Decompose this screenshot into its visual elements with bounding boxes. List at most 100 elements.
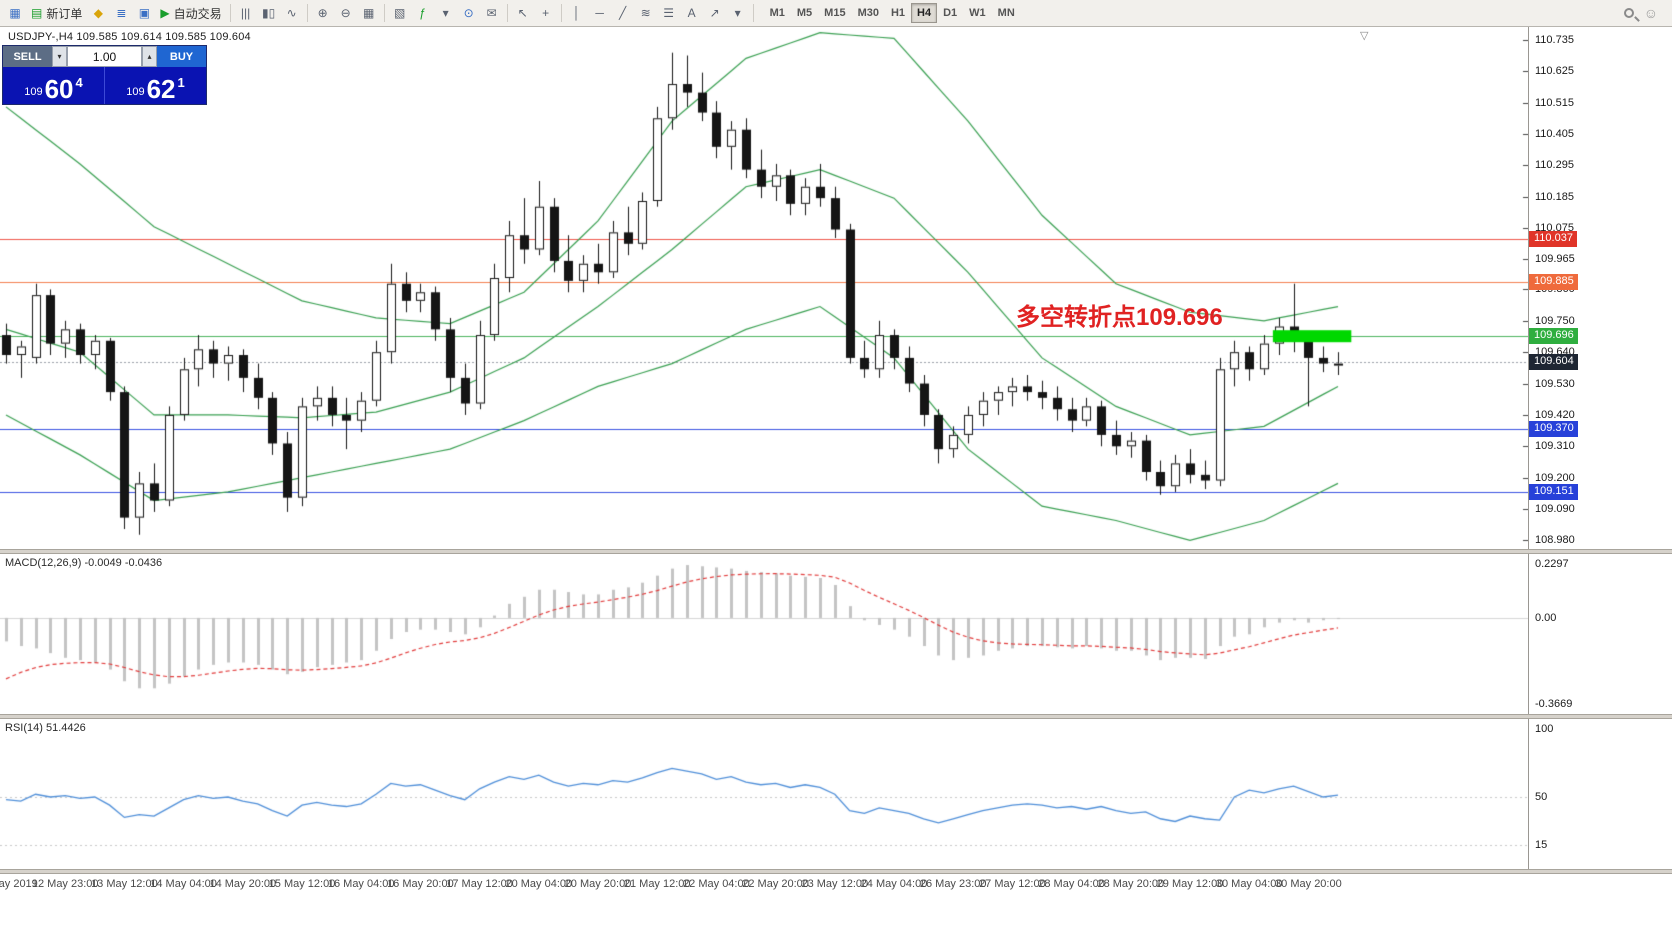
timeframe-m15[interactable]: M15 bbox=[818, 3, 851, 23]
crosshair-icon: + bbox=[542, 6, 550, 20]
time-axis-label: 30 May 04:00 bbox=[1215, 878, 1283, 890]
web-icon[interactable]: ⊙ bbox=[458, 2, 480, 24]
time-axis-label: 29 May 12:00 bbox=[1156, 878, 1224, 890]
price-axis-label: 109.965 bbox=[1535, 253, 1575, 266]
trendline-icon: ╱ bbox=[618, 6, 627, 20]
navigator-icon: ▣ bbox=[138, 6, 151, 20]
volume-input[interactable]: 1.00 bbox=[67, 46, 142, 67]
rsi-chart[interactable] bbox=[0, 719, 1528, 869]
shapes-dropdown[interactable]: ▾ bbox=[727, 2, 749, 24]
bar-chart-icon: ||| bbox=[240, 6, 251, 20]
time-axis-label: 27 May 12:00 bbox=[979, 878, 1046, 890]
timeframe-m5[interactable]: M5 bbox=[791, 3, 818, 23]
buy-button[interactable]: BUY bbox=[157, 46, 206, 67]
time-axis-label: 26 May 23:00 bbox=[919, 878, 987, 890]
candle-chart-icon[interactable]: ▮▯ bbox=[258, 2, 280, 24]
price-axis-label: 109.530 bbox=[1535, 377, 1575, 390]
line-chart-icon[interactable]: ∿ bbox=[281, 2, 303, 24]
macd-chart[interactable] bbox=[0, 554, 1528, 714]
rsi-axis-label: 50 bbox=[1535, 791, 1548, 803]
timeframe-h4[interactable]: H4 bbox=[911, 3, 938, 23]
new-order-icon: ▤ bbox=[31, 6, 43, 20]
price-axis-label: 110.515 bbox=[1535, 96, 1574, 109]
spinner-down-icon: ▾ bbox=[57, 52, 62, 61]
macd-axis-label: -0.3669 bbox=[1535, 698, 1573, 710]
fibonacci-icon[interactable]: ≋ bbox=[635, 2, 657, 24]
one-click-trading-panel[interactable]: SELL ▾ 1.00 ▴ BUY 109 60 4 109 62 1 bbox=[3, 46, 206, 104]
line-chart-icon: ∿ bbox=[286, 6, 297, 20]
price-axis-label: 110.295 bbox=[1535, 159, 1574, 172]
panel-resize-handle[interactable] bbox=[0, 869, 1672, 874]
time-axis-label: 24 May 04:00 bbox=[860, 878, 928, 890]
panel-resize-handle[interactable] bbox=[0, 714, 1672, 719]
time-axis-label: 16 May 20:00 bbox=[387, 878, 454, 890]
time-axis-label: 10 May 2019 bbox=[0, 878, 38, 890]
metaeditor-icon[interactable]: ◆ bbox=[87, 2, 109, 24]
price-axis-label: 109.310 bbox=[1535, 440, 1575, 453]
horizontal-line-icon: ─ bbox=[595, 6, 604, 20]
tile-windows-icon: ▦ bbox=[362, 6, 375, 20]
time-axis-label: 20 May 04:00 bbox=[505, 878, 573, 890]
search-icon[interactable] bbox=[1623, 8, 1634, 18]
chart-shift-marker[interactable]: ▽ bbox=[1360, 30, 1369, 42]
tile-windows-icon[interactable]: ▦ bbox=[358, 2, 380, 24]
timeframe-mn[interactable]: MN bbox=[992, 3, 1021, 23]
zoom-in-icon[interactable]: ⊕ bbox=[312, 2, 334, 24]
templates-icon[interactable]: ▧ bbox=[389, 2, 411, 24]
timeframe-d1[interactable]: D1 bbox=[937, 3, 963, 23]
auto-trading-button[interactable]: ▶ 自动交易 bbox=[156, 2, 225, 24]
timeframe-group: M1 M5 M15 M30 H1 H4 D1 W1 MN bbox=[764, 3, 1021, 23]
templates-icon: ▧ bbox=[393, 6, 406, 20]
crosshair-icon[interactable]: + bbox=[535, 2, 557, 24]
text-tool-icon[interactable]: A bbox=[681, 2, 703, 24]
bid-price-button[interactable]: 109 60 4 bbox=[3, 67, 104, 104]
equidistant-channel-icon[interactable]: ☰ bbox=[658, 2, 680, 24]
market-watch-icon[interactable]: ≣ bbox=[110, 2, 132, 24]
price-level-badge: 109.370 bbox=[1529, 421, 1578, 438]
price-chart[interactable] bbox=[0, 27, 1528, 549]
timeframe-h1[interactable]: H1 bbox=[885, 3, 911, 23]
new-order-button-label: 新订单 bbox=[46, 6, 83, 21]
volume-decrease-button[interactable]: ▾ bbox=[52, 46, 67, 67]
macd-axis-label: 0.00 bbox=[1535, 611, 1557, 624]
price-level-badge: 109.696 bbox=[1529, 328, 1578, 345]
macd-axis-label: 0.2297 bbox=[1535, 558, 1569, 570]
time-axis-label: 23 May 12:00 bbox=[801, 878, 869, 890]
navigator-icon[interactable]: ▣ bbox=[133, 2, 155, 24]
indicators-icon[interactable]: ƒ bbox=[412, 2, 434, 24]
spinner-up-icon: ▴ bbox=[147, 52, 152, 61]
volume-increase-button[interactable]: ▴ bbox=[142, 46, 157, 67]
metaeditor-icon: ◆ bbox=[93, 6, 103, 20]
arrows-tool-icon[interactable]: ↗ bbox=[704, 2, 726, 24]
ask-prefix: 109 bbox=[126, 86, 145, 98]
macd-label: MACD(12,26,9) -0.0049 -0.0436 bbox=[5, 557, 163, 569]
smiley-icon[interactable]: ☺ bbox=[1643, 5, 1658, 21]
auto-trading-icon: ▶ bbox=[160, 6, 170, 20]
new-order-button[interactable]: ▤ 新订单 bbox=[27, 2, 86, 24]
trendline-icon[interactable]: ╱ bbox=[612, 2, 634, 24]
price-axis-label: 109.200 bbox=[1535, 471, 1575, 484]
web-icon: ⊙ bbox=[463, 6, 474, 20]
chart-annotation: 多空转折点109.696 bbox=[1016, 304, 1223, 331]
indicators-dropdown[interactable]: ▾ bbox=[435, 2, 457, 24]
timeframe-m30[interactable]: M30 bbox=[852, 3, 885, 23]
mail-icon[interactable]: ✉ bbox=[481, 2, 503, 24]
price-axis[interactable]: 110.735 110.625 110.515 110.405 110.295 110.1… bbox=[1528, 27, 1672, 873]
toolbar-separator bbox=[560, 4, 562, 22]
time-axis-label: 14 May 20:00 bbox=[209, 878, 277, 890]
timeframe-w1[interactable]: W1 bbox=[963, 3, 992, 23]
horizontal-line-icon[interactable]: ─ bbox=[589, 2, 611, 24]
new-chart-icon[interactable]: ▦ bbox=[4, 2, 26, 24]
cursor-icon[interactable]: ↖ bbox=[512, 2, 534, 24]
zoom-out-icon[interactable]: ⊖ bbox=[335, 2, 357, 24]
vertical-line-icon[interactable]: │ bbox=[566, 2, 588, 24]
toolbar-separator bbox=[229, 4, 231, 22]
bar-chart-icon[interactable]: ||| bbox=[235, 2, 257, 24]
panel-resize-handle[interactable] bbox=[0, 549, 1672, 554]
timeframe-m1[interactable]: M1 bbox=[764, 3, 791, 23]
symbol-info: USDJPY-,H4 109.585 109.614 109.585 109.6… bbox=[8, 31, 251, 43]
sell-button[interactable]: SELL bbox=[3, 46, 52, 67]
price-axis-label: 110.735 bbox=[1535, 33, 1574, 46]
trade-panel-prices: 109 60 4 109 62 1 bbox=[3, 67, 206, 104]
ask-price-button[interactable]: 109 62 1 bbox=[104, 67, 206, 104]
